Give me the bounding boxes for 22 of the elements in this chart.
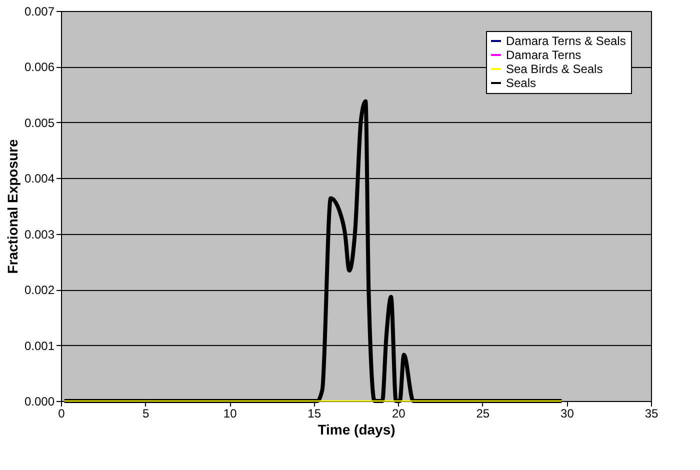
x-tick-label: 25	[476, 406, 490, 420]
x-tick-label: 15	[308, 406, 322, 420]
x-tick-label: 0	[58, 406, 66, 420]
x-tick-label: 20	[392, 406, 406, 420]
y-tick-label: 0.002	[24, 283, 55, 298]
x-tick-label: 10	[223, 406, 238, 420]
y-tick-label: 0.005	[24, 116, 55, 130]
y-tick-label: 0.004	[24, 172, 55, 186]
x-axis-title: Time (days)	[318, 422, 396, 438]
legend-label: Damara Terns & Seals	[506, 34, 626, 48]
x-tick-label: 30	[560, 406, 574, 420]
y-tick-label: 0.000	[24, 394, 55, 408]
y-tick-label: 0.006	[24, 60, 55, 74]
legend-label: Sea Birds & Seals	[506, 62, 603, 76]
y-tick-label: 0.001	[24, 338, 55, 353]
legend-label: Damara Terns	[506, 48, 582, 62]
y-axis-title: Fractional Exposure	[4, 138, 20, 274]
y-tick-label: 0.007	[24, 4, 55, 18]
x-tick-label: 5	[142, 406, 150, 420]
legend-label: Seals	[506, 76, 536, 90]
x-tick-label: 35	[644, 406, 658, 420]
y-tick-label: 0.003	[24, 227, 55, 242]
